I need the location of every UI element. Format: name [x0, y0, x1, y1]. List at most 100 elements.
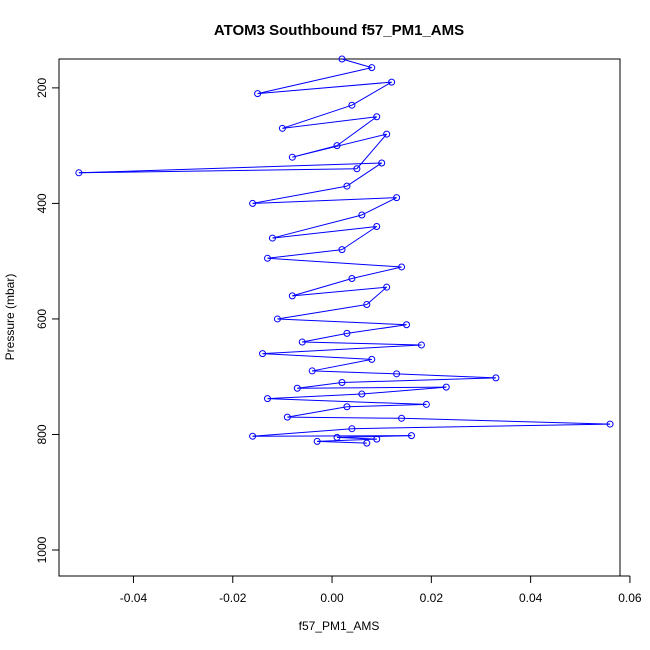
series-segment	[297, 381, 343, 389]
series-segment	[396, 373, 496, 379]
series-segment	[312, 358, 372, 372]
data-point	[368, 64, 376, 72]
series-segment	[267, 393, 362, 400]
series-segment	[277, 318, 407, 326]
series-segment	[272, 214, 362, 239]
x-tick-label: 0.02	[420, 591, 444, 605]
data-point	[383, 130, 391, 138]
y-axis: 200 400 600 800 1000	[35, 78, 59, 563]
chart-title: ATOM3 Southbound f57_PM1_AMS	[214, 22, 464, 39]
series-segment	[346, 324, 407, 334]
series-segment	[282, 116, 377, 129]
data-point	[264, 254, 272, 262]
data-point	[407, 432, 415, 440]
series-segment	[317, 440, 367, 444]
series-segment	[351, 266, 402, 279]
data-point	[264, 395, 272, 403]
series-segment	[341, 377, 496, 383]
data-point	[259, 350, 267, 358]
data-point	[298, 338, 306, 346]
plot-frame	[58, 58, 621, 577]
data-point	[249, 199, 257, 207]
y-tick-label: 1000	[35, 536, 49, 563]
data-point	[398, 263, 406, 271]
x-tick-label: 0.06	[618, 591, 642, 605]
series-segment	[287, 406, 348, 418]
data-point	[403, 321, 411, 329]
data-point	[333, 433, 341, 441]
series-segment	[346, 162, 382, 187]
data-point	[313, 437, 321, 445]
x-tick-label: 0.04	[519, 591, 543, 605]
data-point	[368, 355, 376, 363]
series-segment	[361, 386, 447, 395]
data-point	[363, 301, 371, 309]
series-segment	[78, 168, 357, 174]
data-point	[338, 55, 346, 63]
y-axis-label: Pressure (mbar)	[3, 274, 17, 361]
data-point	[283, 413, 291, 421]
series-point-group	[75, 55, 614, 447]
data-point	[273, 315, 281, 323]
series-segment	[302, 341, 422, 346]
data-point	[288, 292, 296, 300]
series-segment	[257, 67, 372, 95]
series-segment	[277, 304, 367, 320]
series-segment	[317, 438, 377, 442]
data-point	[398, 414, 406, 422]
data-point	[363, 439, 371, 447]
series-segment	[401, 417, 611, 425]
series-segment	[361, 197, 397, 216]
series-segment	[262, 344, 422, 355]
series-segment	[341, 226, 378, 251]
series-line-group	[78, 58, 611, 444]
y-tick-label: 600	[35, 309, 49, 329]
series-segment	[297, 386, 447, 389]
series-segment	[351, 423, 611, 430]
data-point	[383, 283, 391, 291]
series-segment	[292, 286, 387, 297]
x-tick-label: -0.04	[120, 591, 148, 605]
data-point	[288, 153, 296, 161]
data-point	[343, 329, 351, 337]
series-segment	[267, 398, 427, 405]
data-point	[388, 78, 396, 86]
series-segment	[292, 133, 387, 158]
series-segment	[341, 58, 372, 69]
data-point	[353, 165, 361, 173]
data-point	[249, 432, 257, 440]
data-point	[393, 370, 401, 378]
data-point	[373, 435, 381, 443]
data-point	[75, 169, 83, 177]
data-point	[338, 246, 346, 254]
data-point	[442, 383, 450, 391]
y-tick-label: 800	[35, 424, 49, 444]
series-segment	[292, 278, 353, 297]
series-segment	[252, 185, 348, 204]
data-point	[606, 420, 614, 428]
series-segment	[356, 133, 388, 170]
data-point	[254, 90, 262, 98]
data-point	[373, 223, 381, 231]
data-point	[393, 194, 401, 202]
series-segment	[262, 353, 372, 360]
data-point	[373, 113, 381, 121]
y-tick-label: 200	[35, 78, 49, 98]
series-segment	[252, 435, 412, 437]
data-point	[308, 367, 316, 375]
series-segment	[302, 332, 348, 343]
series-segment	[337, 435, 412, 438]
data-point	[358, 211, 366, 219]
series-segment	[366, 286, 387, 305]
x-tick-label: -0.02	[219, 591, 247, 605]
series-segment	[282, 104, 353, 129]
series-segment	[346, 403, 427, 408]
y-tick-label: 400	[35, 193, 49, 213]
data-point	[348, 101, 356, 109]
data-point	[343, 403, 351, 411]
data-point	[348, 425, 356, 433]
x-axis-label: f57_PM1_AMS	[299, 619, 380, 633]
series-segment	[312, 370, 397, 375]
